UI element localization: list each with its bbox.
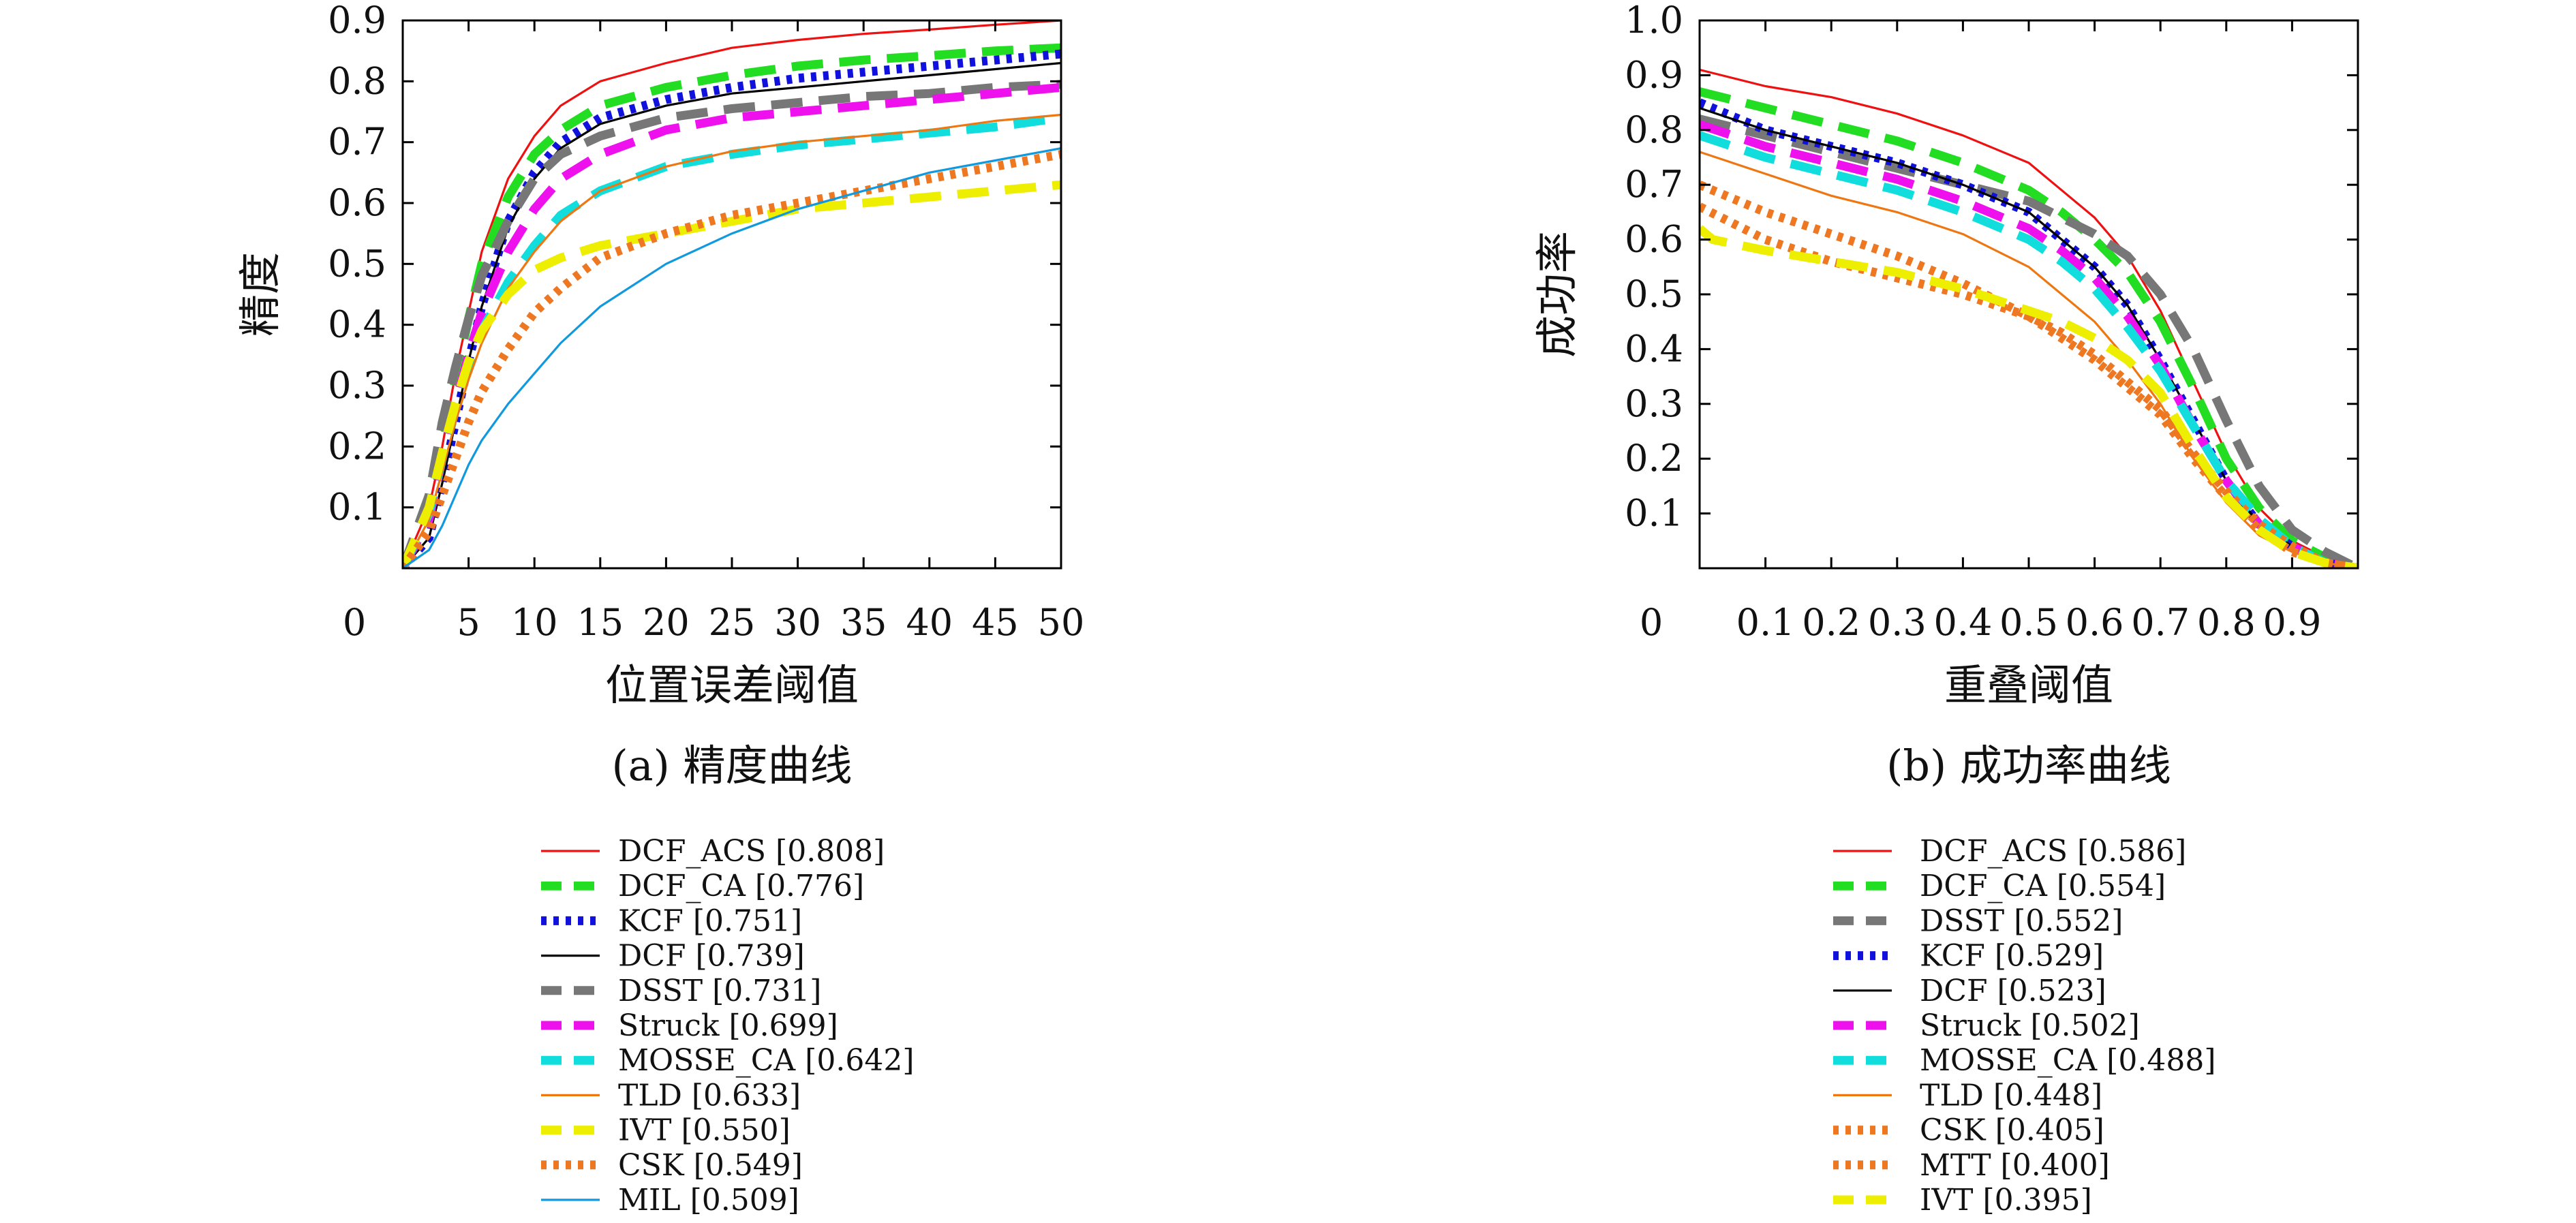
x-tick-label: 30: [774, 601, 821, 644]
legend-label: MOSSE_CA [0.488]: [1920, 1043, 2215, 1078]
legend-label: TLD [0.448]: [1920, 1078, 2102, 1113]
series-line-struck: [403, 82, 1061, 568]
series-line-ivt: [1700, 225, 2358, 568]
series-line-dsst: [1700, 114, 2358, 568]
series-line-dcf-acs: [403, 20, 1061, 568]
legend-label: DSST [0.552]: [1920, 903, 2123, 938]
x-tick-label: 40: [906, 601, 953, 644]
legend-label: MTT [0.400]: [1920, 1148, 2110, 1183]
x-tick-label: 5: [457, 601, 480, 644]
y-tick-label: 0.4: [1625, 327, 1683, 370]
legend-label: DCF_ACS [0.586]: [1920, 834, 2186, 869]
panel-caption: (b) 成功率曲线: [1886, 741, 2171, 790]
series-group: [403, 20, 1061, 568]
y-tick-label: 0.3: [1625, 382, 1683, 425]
series-line-mosse-ca: [1700, 131, 2358, 568]
y-tick-label: 0.1: [328, 486, 386, 529]
series-group: [1700, 68, 2358, 568]
x-tick-label: 35: [840, 601, 887, 644]
x-zero-label: 0: [1640, 601, 1663, 644]
x-tick-label: 0.8: [2197, 601, 2256, 644]
legend-label: DCF_CA [0.554]: [1920, 869, 2166, 903]
series-line-kcf: [1700, 98, 2358, 568]
x-axis-title: 重叠阈值: [1944, 660, 2113, 710]
legend-label: TLD [0.633]: [618, 1078, 801, 1113]
series-line-ivt: [403, 180, 1061, 568]
y-tick-label: 0.8: [328, 59, 386, 102]
legend-label: DCF_ACS [0.808]: [618, 834, 885, 869]
y-axis-title: 成功率: [1532, 231, 1582, 358]
panel-b: 0.10.20.30.40.50.60.70.80.91.00.1 0.2 0.3 0…: [1532, 0, 2359, 1218]
x-tick-label: 0.2: [1802, 601, 1860, 644]
panel-a: 0.1 0.2 0.3 0.4 0.5 0.6 0.7 0.8 0.9 5 10 15 20 25 30 35…: [235, 0, 1084, 1218]
legend-label: MIL [0.509]: [618, 1183, 799, 1218]
legend-label: DCF [0.739]: [618, 939, 805, 974]
y-axis-title: 精度: [235, 252, 285, 337]
y-tick-label: 0.3: [328, 364, 386, 407]
y-tick-label: 0.9: [1625, 53, 1683, 96]
series-line-dcf: [1700, 107, 2358, 568]
x-tick-label: 0.1: [1736, 601, 1795, 644]
legend-label: DSST [0.731]: [618, 974, 821, 1008]
legend-label: Struck [0.502]: [1920, 1008, 2140, 1043]
x-tick-label: 0.6: [2066, 601, 2124, 644]
y-tick-label: 0.9: [328, 0, 386, 42]
legend-label: CSK [0.549]: [618, 1148, 803, 1183]
x-tick-label: 15: [577, 601, 624, 644]
y-tick-label: 0.5: [1625, 273, 1683, 315]
legend-label: MOSSE_CA [0.642]: [618, 1043, 914, 1078]
x-tick-label: 10: [511, 601, 558, 644]
y-tick-label: 0.2: [1625, 437, 1683, 480]
series-line-dcf-ca: [1700, 87, 2358, 568]
x-tick-label: 25: [709, 601, 756, 644]
legend: DCF_ACS [0.808]DCF_CA [0.776]KCF [0.751]…: [541, 834, 914, 1218]
series-line-dsst: [403, 80, 1061, 568]
series-line-dcf: [403, 61, 1061, 568]
y-tick-label: 0.1: [1625, 492, 1683, 535]
legend-label: KCF [0.529]: [1920, 939, 2104, 974]
legend-label: IVT [0.550]: [618, 1113, 791, 1148]
series-line-kcf: [403, 49, 1061, 568]
y-tick-label: 1.0: [1625, 0, 1683, 42]
x-tick-label: 0.5: [1999, 601, 2058, 644]
series-line-mosse-ca: [403, 113, 1061, 568]
y-tick-label: 0.6: [1625, 218, 1683, 261]
x-tick-label: 20: [643, 601, 690, 644]
x-axis-title: 位置误差阈值: [605, 660, 859, 710]
series-line-mtt: [1700, 202, 2358, 568]
legend-label: DCF_CA [0.776]: [618, 869, 864, 903]
x-tick-label: 45: [972, 601, 1019, 644]
y-tick-label: 0.5: [328, 242, 386, 285]
x-tick-label: 50: [1038, 601, 1085, 644]
x-tick-label: 0.9: [2263, 601, 2321, 644]
legend-label: IVT [0.395]: [1920, 1183, 2092, 1218]
series-line-tld: [403, 113, 1061, 568]
series-line-mil: [403, 147, 1061, 568]
panel-caption: (a) 精度曲线: [611, 741, 852, 790]
legend-label: CSK [0.405]: [1920, 1113, 2104, 1148]
y-tick-label: 0.7: [328, 121, 386, 164]
legend: DCF_ACS [0.586]DCF_CA [0.554]DSST [0.552…: [1833, 834, 2215, 1218]
y-tick-label: 0.2: [328, 424, 386, 467]
y-tick-label: 0.8: [1625, 108, 1683, 151]
y-tick-label: 0.6: [328, 181, 386, 224]
x-zero-label: 0: [343, 601, 366, 644]
x-tick-label: 0.3: [1868, 601, 1927, 644]
legend-label: KCF [0.751]: [618, 903, 802, 938]
x-tick-label: 0.7: [2131, 601, 2190, 644]
y-tick-label: 0.7: [1625, 163, 1683, 206]
y-tick-label: 0.4: [328, 303, 386, 346]
x-tick-label: 0.4: [1933, 601, 1992, 644]
series-line-csk: [403, 150, 1061, 568]
legend-label: DCF [0.523]: [1920, 974, 2106, 1008]
legend-label: Struck [0.699]: [618, 1008, 838, 1043]
